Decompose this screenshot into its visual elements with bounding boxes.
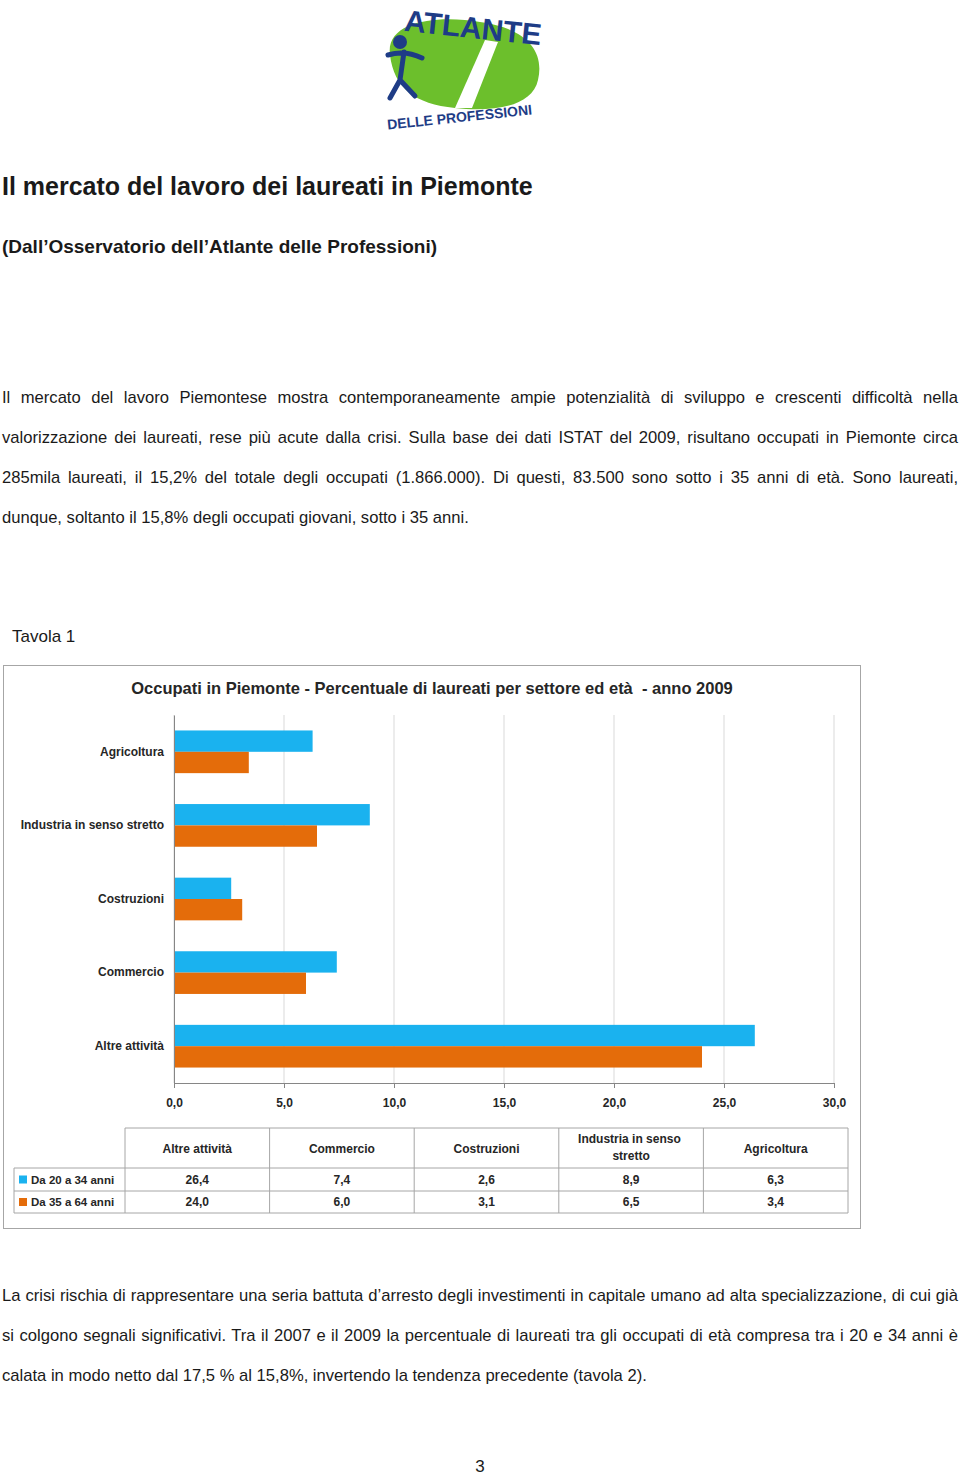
tick: 0,0: [166, 1083, 183, 1110]
tick-label: 15,0: [493, 1096, 517, 1110]
tick: 15,0: [493, 1083, 517, 1110]
tick: 20,0: [603, 1083, 627, 1110]
bar: [174, 973, 306, 994]
table-border: [414, 1128, 415, 1213]
tick: Costruzioni: [98, 892, 164, 906]
tick: Agricoltura: [100, 745, 164, 759]
bar: [174, 825, 317, 846]
tick-label: 5,0: [276, 1096, 293, 1110]
tick: 25,0: [713, 1083, 737, 1110]
table-value: 3,4: [767, 1195, 784, 1209]
bar: [174, 730, 313, 751]
category-label: Commercio: [98, 965, 164, 979]
bar: [174, 951, 337, 972]
logo-road: [455, 40, 498, 108]
legend-label: Da 20 a 34 anni: [31, 1174, 114, 1186]
table-border: [125, 1128, 126, 1213]
table-border: [14, 1168, 15, 1213]
table-header: Agricoltura: [744, 1142, 808, 1156]
table-border: [558, 1128, 559, 1213]
y-axis: Agricoltura Industria in senso stretto Cos…: [21, 716, 175, 1084]
table-value: 2,6: [478, 1173, 495, 1187]
title: Il mercato del lavoro dei laureati in Pi…: [2, 172, 533, 201]
logo-text: DELLE PROFESSIONI: [386, 101, 532, 130]
table-header: Industria in senso stretto: [578, 1132, 684, 1163]
table-value: 3,1: [478, 1195, 495, 1209]
grid-line: [174, 715, 175, 1083]
legend-label: Da 35 a 64 anni: [31, 1196, 114, 1208]
tick: Commercio: [98, 965, 164, 979]
logo: ATLANTE DELLE PROFESSIONI: [360, 0, 560, 130]
tick: 5,0: [276, 1083, 293, 1110]
table-border: [848, 1128, 849, 1213]
bar: [174, 1025, 755, 1046]
chart-title: Occupati in Piemonte - Percentuale di la…: [131, 679, 733, 697]
chart: Occupati in Piemonte - Percentuale di la…: [3, 665, 861, 1229]
tick: 30,0: [823, 1083, 847, 1110]
tick-mark: [614, 1083, 615, 1088]
tick-mark: [724, 1083, 725, 1088]
axis-line: [174, 716, 175, 1084]
paragraph: Il mercato del lavoro Piemontese mostra …: [2, 378, 958, 538]
legend-swatch: [19, 1176, 27, 1184]
table-value: 8,9: [623, 1173, 640, 1187]
tick-label: 30,0: [823, 1096, 847, 1110]
table-header: Altre attività: [163, 1142, 233, 1156]
table-value: 26,4: [186, 1173, 210, 1187]
x-axis: 0,0 5,0 10,0 15,0 20,0 25,0 30,0: [166, 1083, 846, 1110]
table-value: 24,0: [186, 1195, 210, 1209]
bar: [174, 1046, 702, 1067]
tick-label: 0,0: [166, 1096, 183, 1110]
table-header: Costruzioni: [454, 1142, 520, 1156]
table-header: Commercio: [309, 1142, 375, 1156]
tick-mark: [174, 1083, 175, 1088]
table-border: [14, 1168, 848, 1169]
tick-label: 20,0: [603, 1096, 627, 1110]
tick-mark: [834, 1083, 835, 1088]
table-value: 7,4: [334, 1173, 351, 1187]
category-label: Costruzioni: [98, 892, 164, 906]
table-border: [14, 1191, 848, 1192]
logo-figure: [393, 35, 407, 49]
bar: [174, 878, 231, 899]
subtitle: (Dall’Osservatorio dell’Atlante delle Pr…: [2, 236, 437, 258]
category-label: Agricoltura: [100, 745, 164, 759]
chart-frame: [4, 666, 861, 1229]
paragraph: La crisi rischia di rappresentare una se…: [2, 1276, 958, 1396]
bar: [174, 804, 370, 825]
table-value: 6,3: [767, 1173, 784, 1187]
category-label: Industria in senso stretto: [21, 818, 164, 832]
table-value: 6,0: [334, 1195, 351, 1209]
bar: [174, 752, 249, 773]
tick-mark: [284, 1083, 285, 1088]
table-border: [125, 1128, 848, 1129]
logo-text: ATLANTE: [403, 4, 543, 51]
tick-mark: [394, 1083, 395, 1088]
page-number: 3: [0, 1457, 960, 1477]
tick: Altre attività: [95, 1039, 165, 1053]
table-border: [14, 1213, 848, 1214]
legend-swatch: [19, 1198, 27, 1206]
logo-figure: [388, 52, 422, 98]
table-border: [703, 1128, 704, 1213]
tick-label: 25,0: [713, 1096, 737, 1110]
table-border: [269, 1128, 270, 1213]
tick-label: 10,0: [383, 1096, 407, 1110]
table-value: 6,5: [623, 1195, 640, 1209]
grid-line: [834, 715, 835, 1083]
tick-mark: [504, 1083, 505, 1088]
category-label: Altre attività: [95, 1039, 165, 1053]
table-caption: Tavola 1: [12, 627, 75, 647]
tick: 10,0: [383, 1083, 407, 1110]
tick: Industria in senso stretto: [21, 818, 164, 832]
bar: [174, 899, 242, 920]
